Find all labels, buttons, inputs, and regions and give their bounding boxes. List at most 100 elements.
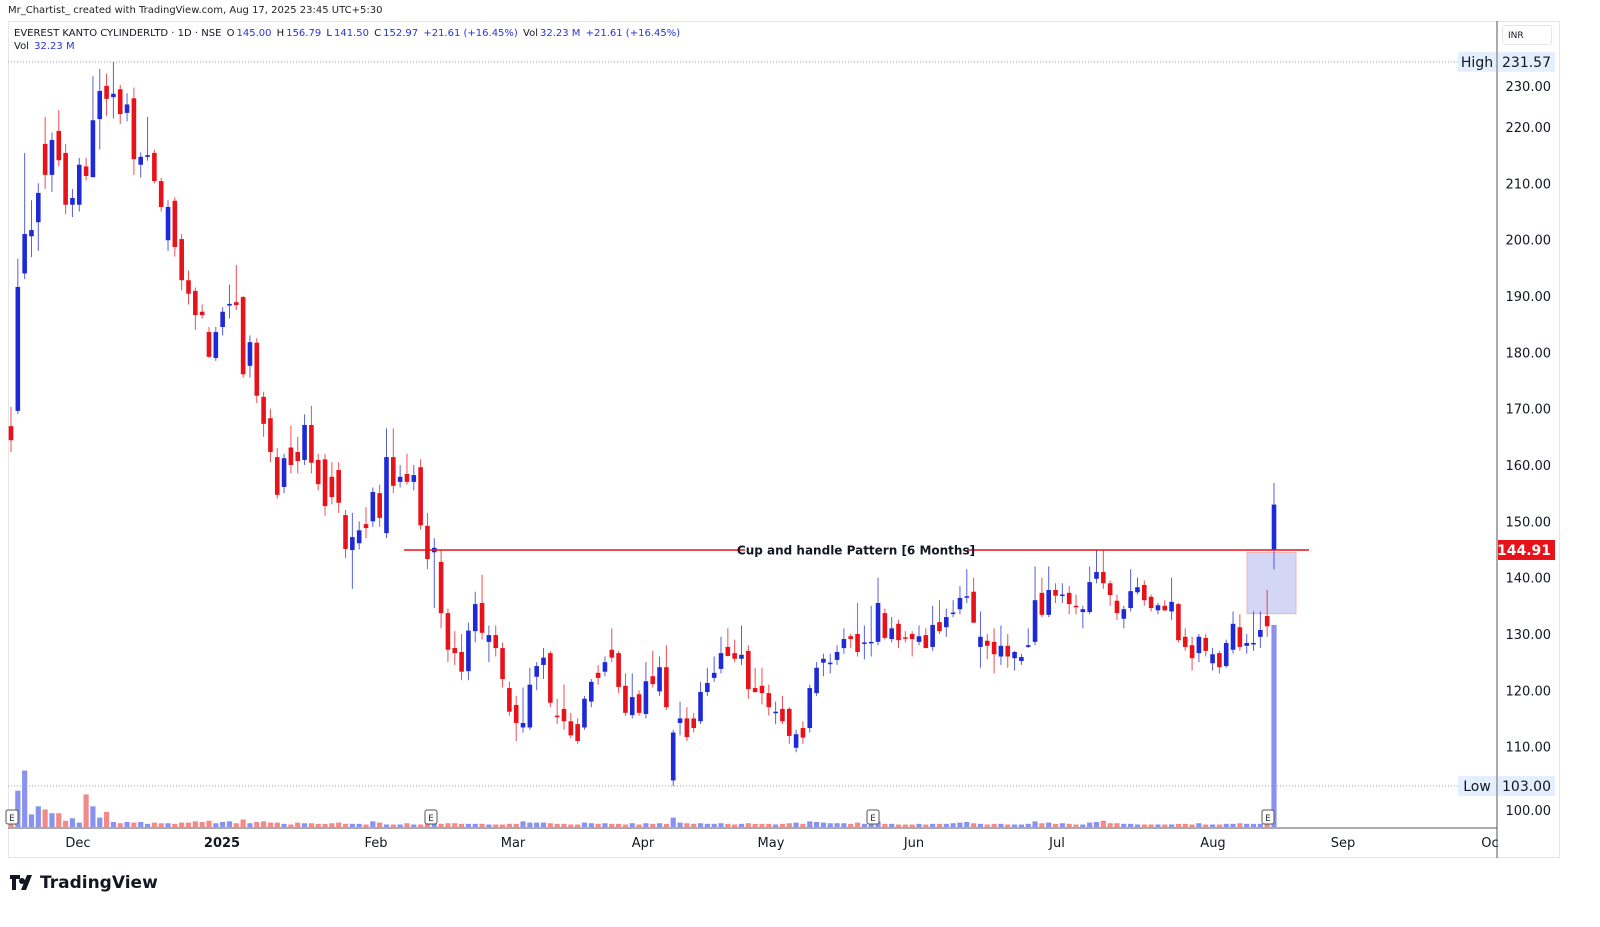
- currency-button[interactable]: INR: [1502, 25, 1552, 45]
- candle-body: [343, 515, 348, 549]
- volume-bar: [568, 824, 574, 827]
- volume-bar: [390, 824, 396, 827]
- candle-body: [193, 290, 198, 316]
- symbol-title[interactable]: EVEREST KANTO CYLINDERLTD · 1D · NSE: [14, 28, 222, 39]
- volume-bar: [363, 824, 369, 827]
- volume-bar: [609, 823, 615, 827]
- candle-body: [384, 457, 389, 534]
- volume-bar: [15, 790, 21, 827]
- candle-body: [240, 297, 246, 375]
- volume-bar: [554, 823, 560, 827]
- price-tick-label: 180.00: [1506, 346, 1552, 361]
- candle-body: [1258, 630, 1263, 637]
- candle-body: [882, 613, 888, 638]
- candle-body: [684, 718, 690, 738]
- candle-body: [117, 89, 123, 115]
- volume-change-value: +21.61 (+16.45%): [585, 28, 681, 39]
- candle-body: [984, 640, 990, 646]
- candle-body: [541, 657, 546, 665]
- price-tick-label: 140.00: [1506, 572, 1552, 587]
- volume-bar: [103, 811, 110, 827]
- volume-bar: [595, 823, 601, 827]
- time-tick-label: 2025: [204, 836, 240, 851]
- candle-body: [111, 93, 116, 98]
- candle-body: [145, 155, 150, 157]
- candle-body: [1025, 645, 1031, 647]
- handle-highlight-box[interactable]: [1246, 551, 1297, 615]
- candle-body: [957, 597, 963, 610]
- candle-body: [1107, 583, 1113, 596]
- pattern-annotation-label[interactable]: Cup and handle Pattern [6 Months]: [737, 543, 975, 557]
- candle-body: [213, 332, 219, 358]
- price-tick-label: 150.00: [1506, 515, 1552, 530]
- tradingview-logo[interactable]: TradingView: [10, 873, 158, 893]
- earnings-marker[interactable]: [424, 809, 438, 825]
- volume-bar: [670, 817, 676, 827]
- volume-bar: [28, 814, 35, 827]
- volume-bar: [185, 822, 192, 827]
- candle-body: [554, 715, 560, 718]
- volume-bar: [138, 821, 144, 827]
- candle-body: [991, 641, 997, 655]
- candle-body: [998, 645, 1004, 657]
- volume-indicator-label[interactable]: Vol: [14, 41, 29, 52]
- candle-body: [418, 467, 423, 526]
- price-tick-label: 110.00: [1506, 741, 1552, 756]
- volume-indicator-value: 32.23 M: [34, 41, 75, 52]
- earnings-marker[interactable]: [866, 809, 880, 825]
- volume-bar: [1046, 822, 1052, 827]
- candle-body: [1176, 604, 1181, 641]
- volume-bar: [1237, 823, 1243, 827]
- volume-bar: [752, 823, 758, 827]
- candle-body: [254, 342, 260, 396]
- volume-bar: [97, 817, 103, 827]
- candle-body: [937, 622, 942, 632]
- volume-bar: [349, 823, 355, 827]
- price-tick-label: 100.00: [1506, 804, 1552, 819]
- low-value-bg: [1498, 776, 1555, 797]
- candle-body: [746, 650, 751, 690]
- volume-bar: [984, 824, 990, 827]
- candle-body: [152, 152, 157, 182]
- volume-bar: [411, 824, 417, 827]
- earnings-marker[interactable]: [5, 809, 19, 825]
- volume-bar: [998, 823, 1004, 827]
- volume-bar: [854, 822, 861, 827]
- volume-bar: [1271, 624, 1277, 827]
- candle-body: [759, 685, 765, 694]
- price-tick-label: 190.00: [1506, 290, 1552, 305]
- volume-bar: [895, 824, 902, 827]
- candle-body: [800, 728, 806, 738]
- low-label-bg: [1458, 776, 1496, 797]
- volume-bar: [56, 813, 62, 827]
- volume-bar: [991, 823, 997, 827]
- candle-body: [56, 130, 62, 161]
- volume-bar: [1114, 823, 1120, 827]
- volume-bar: [527, 822, 533, 827]
- volume-bar: [288, 824, 294, 827]
- candle-body: [329, 476, 335, 498]
- volume-bar: [923, 824, 929, 827]
- candle-body: [1210, 654, 1215, 664]
- candle-body: [1217, 653, 1222, 668]
- volume-bar: [301, 823, 308, 827]
- volume-bar: [308, 823, 314, 827]
- candle-body: [916, 636, 922, 642]
- candle-body: [670, 732, 676, 781]
- volume-bar: [950, 823, 956, 827]
- candle-body: [705, 682, 710, 692]
- candle-body: [1203, 637, 1209, 651]
- volume-bar: [383, 824, 390, 827]
- volume-bar: [1011, 824, 1018, 827]
- volume-bar: [431, 822, 437, 827]
- volume-bar: [629, 823, 635, 827]
- volume-bar: [1052, 823, 1059, 827]
- candle-body: [158, 181, 164, 207]
- low-value: 141.50: [333, 28, 369, 39]
- earnings-marker[interactable]: [1261, 809, 1275, 825]
- candle-body: [15, 286, 21, 411]
- candle-body: [527, 684, 533, 728]
- volume-bar: [42, 809, 48, 827]
- volume-bar: [165, 823, 171, 827]
